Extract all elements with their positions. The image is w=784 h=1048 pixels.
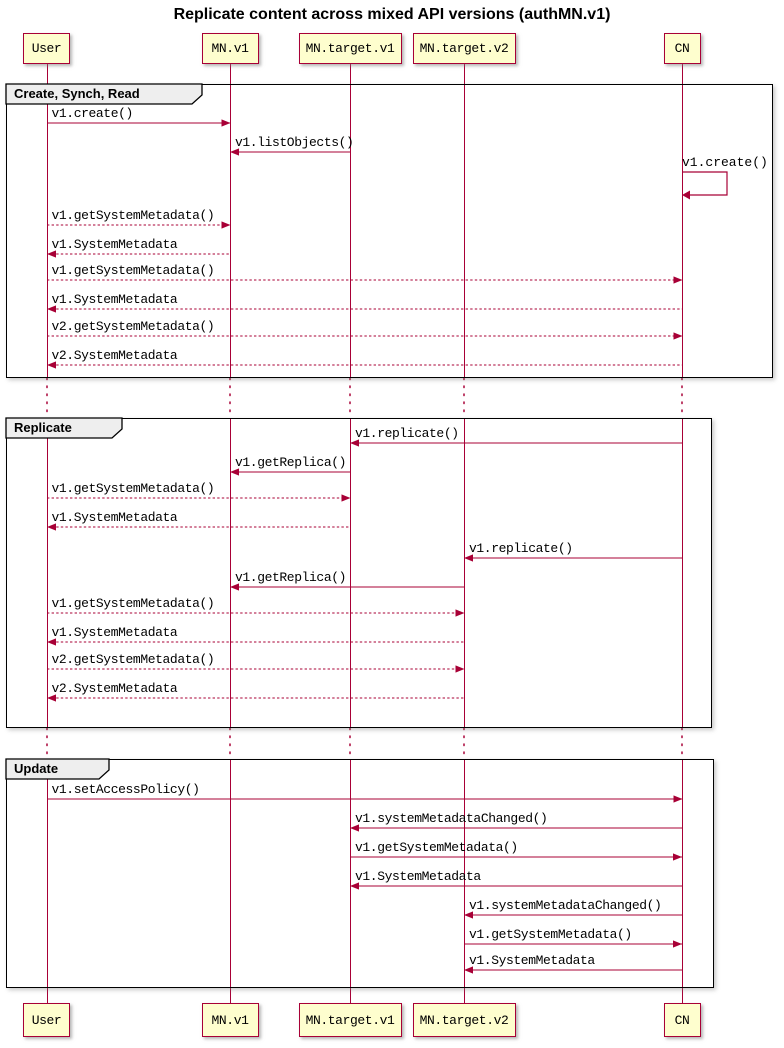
svg-text:Create, Synch, Read: Create, Synch, Read [14,86,140,101]
svg-text:Replicate: Replicate [14,420,72,435]
svg-text:Update: Update [14,761,58,776]
